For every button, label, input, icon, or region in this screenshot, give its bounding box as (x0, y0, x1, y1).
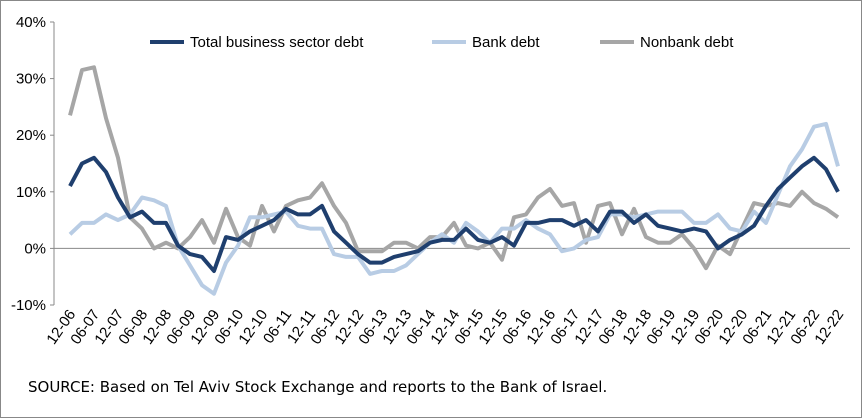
legend-label: Total business sector debt (190, 34, 364, 51)
legend-label: Nonbank debt (640, 34, 734, 51)
source-note: SOURCE: Based on Tel Aviv Stock Exchange… (28, 378, 607, 396)
y-tick-label: 20% (16, 127, 46, 144)
series-line (68, 121, 840, 296)
y-tick-label: 40% (16, 14, 46, 31)
legend-label: Bank debt (472, 34, 540, 51)
y-tick-label: -10% (11, 297, 46, 314)
y-tick-label: 30% (16, 71, 46, 88)
y-tick-label: 10% (16, 184, 46, 201)
series-line (68, 155, 840, 273)
series-line (68, 65, 840, 271)
y-tick-label: 0% (24, 240, 46, 257)
